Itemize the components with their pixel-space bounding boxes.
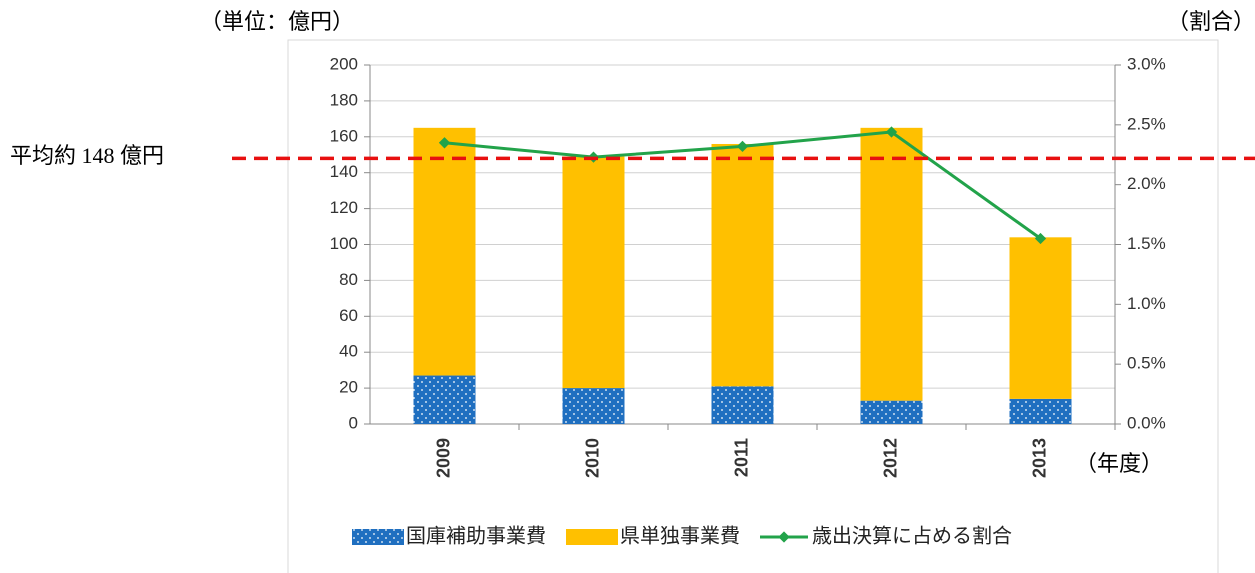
x-axis-label: （年度） <box>1075 451 1163 476</box>
y2-tick-label: 1.5% <box>1127 234 1166 253</box>
y2-tick-label: 1.0% <box>1127 294 1166 313</box>
y-tick-label: 20 <box>339 378 358 397</box>
x-tick-label: 2013 <box>1029 438 1049 478</box>
y2-tick-label: 0.5% <box>1127 354 1166 373</box>
legend-label: 国庫補助事業費 <box>406 524 546 547</box>
bar <box>413 127 476 376</box>
y-tick-label: 40 <box>339 342 358 361</box>
y-tick-label: 80 <box>339 270 358 289</box>
y2-tick-label: 0.0% <box>1127 413 1166 432</box>
y-tick-label: 180 <box>330 90 358 109</box>
average-label: 平均約 148 億円 <box>10 143 164 168</box>
y-tick-label: 120 <box>330 198 358 217</box>
x-tick-label: 2010 <box>582 438 602 478</box>
legend-swatch <box>352 529 404 545</box>
legend-label: 歳出決算に占める割合 <box>812 524 1012 547</box>
line-marker <box>885 126 898 138</box>
bar <box>1009 398 1072 424</box>
x-tick-label: 2009 <box>433 438 453 478</box>
bar <box>711 386 774 424</box>
bar <box>1009 237 1072 399</box>
bar <box>860 400 923 424</box>
chart-frame <box>287 39 1219 573</box>
x-tick-label: 2011 <box>731 438 751 477</box>
y2-tick-label: 2.0% <box>1127 174 1166 193</box>
line-marker <box>438 137 451 149</box>
bar <box>860 127 923 401</box>
bar <box>562 388 625 424</box>
legend-swatch <box>566 529 618 545</box>
bar <box>711 143 774 387</box>
x-tick-label: 2012 <box>880 438 900 478</box>
legend-swatch <box>778 531 790 543</box>
y-tick-label: 0 <box>349 413 358 432</box>
y-tick-label: 100 <box>330 234 358 253</box>
line-marker <box>1034 232 1047 245</box>
legend-label: 県単独事業費 <box>620 524 740 547</box>
y-tick-label: 140 <box>330 162 358 181</box>
bar <box>562 156 625 389</box>
unit-label: （単位：億円） <box>200 9 354 34</box>
bar <box>413 375 476 424</box>
y-tick-label: 60 <box>339 306 358 325</box>
y-tick-label: 160 <box>330 126 358 145</box>
y2-tick-label: 3.0% <box>1127 54 1166 73</box>
y-tick-label: 200 <box>330 54 358 73</box>
y2-unit-label: （割合） <box>1167 9 1255 34</box>
line-marker <box>736 140 749 153</box>
y2-tick-label: 2.5% <box>1127 114 1166 133</box>
